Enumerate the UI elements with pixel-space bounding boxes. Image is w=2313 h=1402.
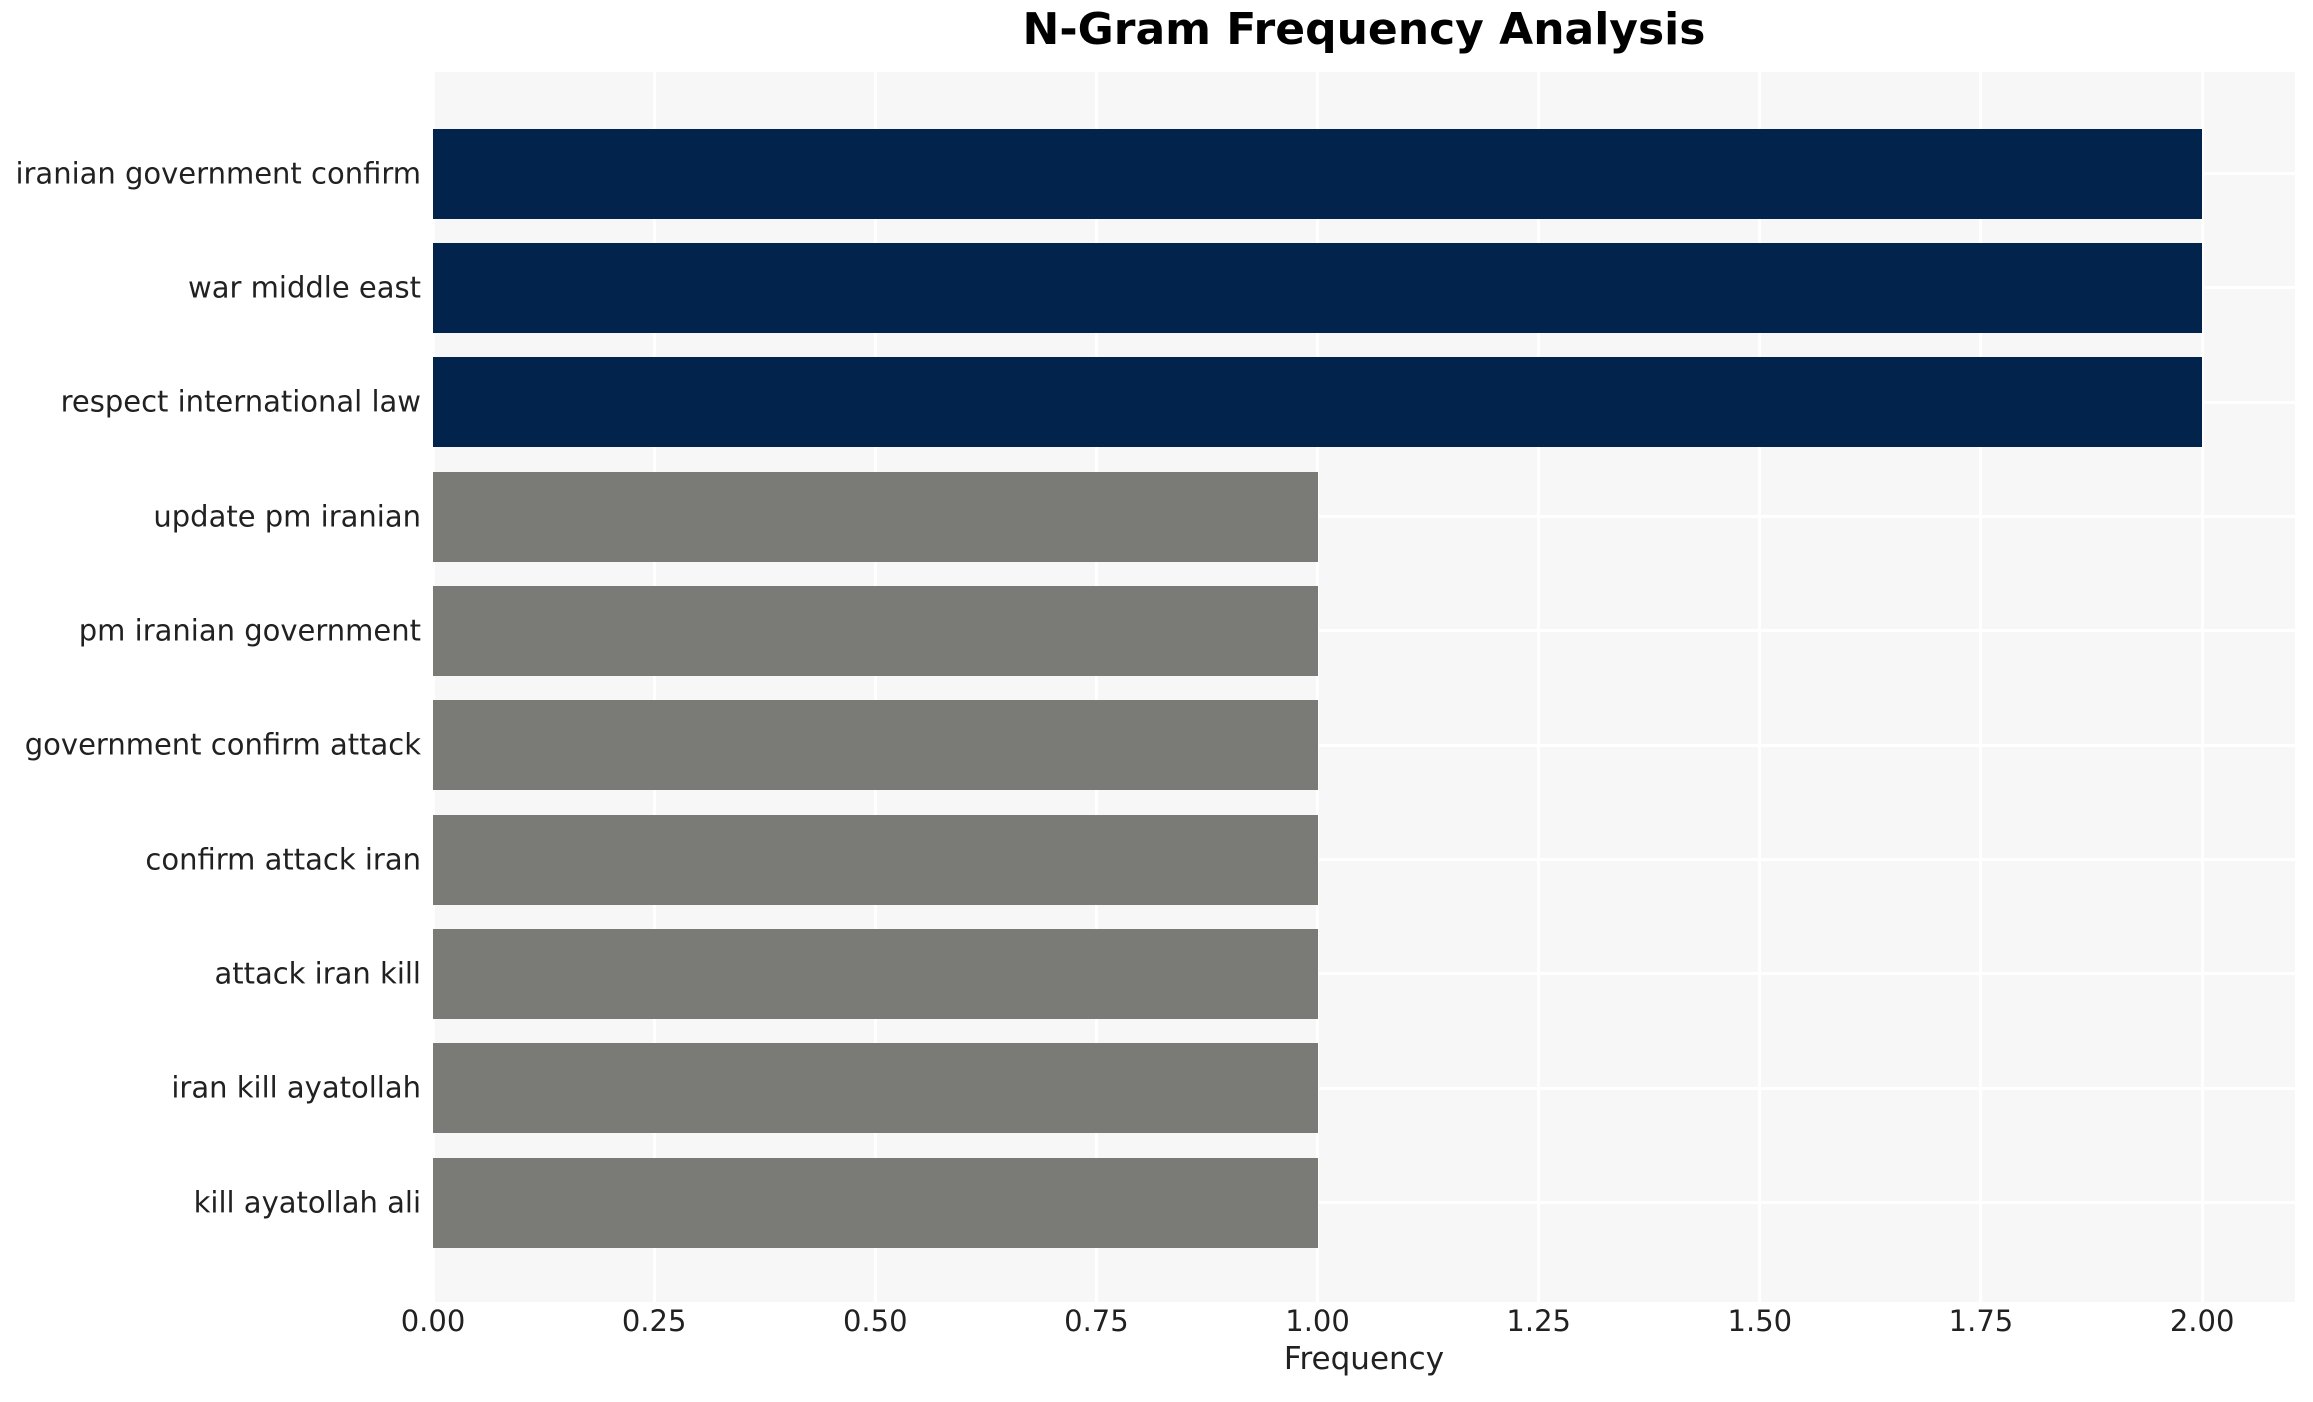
bar [433, 242, 2203, 333]
y-tick-label: update pm iranian [153, 499, 421, 534]
bar [433, 585, 1318, 676]
y-tick-label: confirm attack iran [145, 842, 421, 877]
y-tick-label: kill ayatollah ali [193, 1185, 421, 1220]
horizontal-gridline [433, 515, 2295, 519]
bar [433, 1043, 1318, 1134]
vertical-gridline [2200, 72, 2204, 1302]
bar [433, 814, 1318, 905]
horizontal-gridline [433, 1086, 2295, 1090]
horizontal-gridline [433, 743, 2295, 747]
bar [433, 928, 1318, 1019]
vertical-gridline [1537, 72, 1541, 1302]
horizontal-gridline [433, 972, 2295, 976]
vertical-gridline [1094, 72, 1098, 1302]
x-tick-label: 1.00 [1285, 1304, 1350, 1338]
bar [433, 471, 1318, 562]
x-tick-label: 1.75 [1948, 1304, 2014, 1338]
y-tick-label: iran kill ayatollah [171, 1070, 421, 1105]
vertical-gridline [652, 72, 656, 1302]
y-tick-label: iranian government confirm [15, 156, 421, 190]
bar [433, 700, 1318, 791]
bar [433, 357, 2203, 448]
horizontal-gridline [433, 858, 2295, 862]
y-tick-label: pm iranian government [78, 613, 421, 648]
y-tick-label: government confirm attack [24, 727, 421, 762]
bar [433, 128, 2203, 219]
x-axis-title: Frequency [1283, 1341, 1445, 1377]
x-tick-label: 1.25 [1506, 1304, 1571, 1338]
vertical-gridline [1979, 72, 1983, 1302]
y-tick-label: attack iran kill [214, 956, 421, 991]
vertical-gridline [431, 72, 435, 1302]
plot-area [431, 72, 2295, 1302]
y-tick-label: war middle east [188, 270, 421, 305]
vertical-gridline [1316, 72, 1320, 1302]
horizontal-gridline [433, 1201, 2295, 1205]
x-tick-label: 1.50 [1727, 1304, 1793, 1338]
x-tick-label: 0.00 [400, 1304, 466, 1338]
x-tick-label: 0.50 [842, 1304, 908, 1338]
horizontal-gridline [433, 629, 2295, 633]
x-tick-label: 0.75 [1064, 1304, 1129, 1338]
chart-title: N-Gram Frequency Analysis [1022, 4, 1706, 55]
vertical-gridline [1758, 72, 1762, 1302]
y-tick-label: respect international law [60, 384, 421, 419]
x-tick-label: 2.00 [2169, 1304, 2235, 1338]
x-tick-label: 0.25 [621, 1304, 687, 1338]
vertical-gridline [873, 72, 877, 1302]
bar [433, 1157, 1318, 1248]
